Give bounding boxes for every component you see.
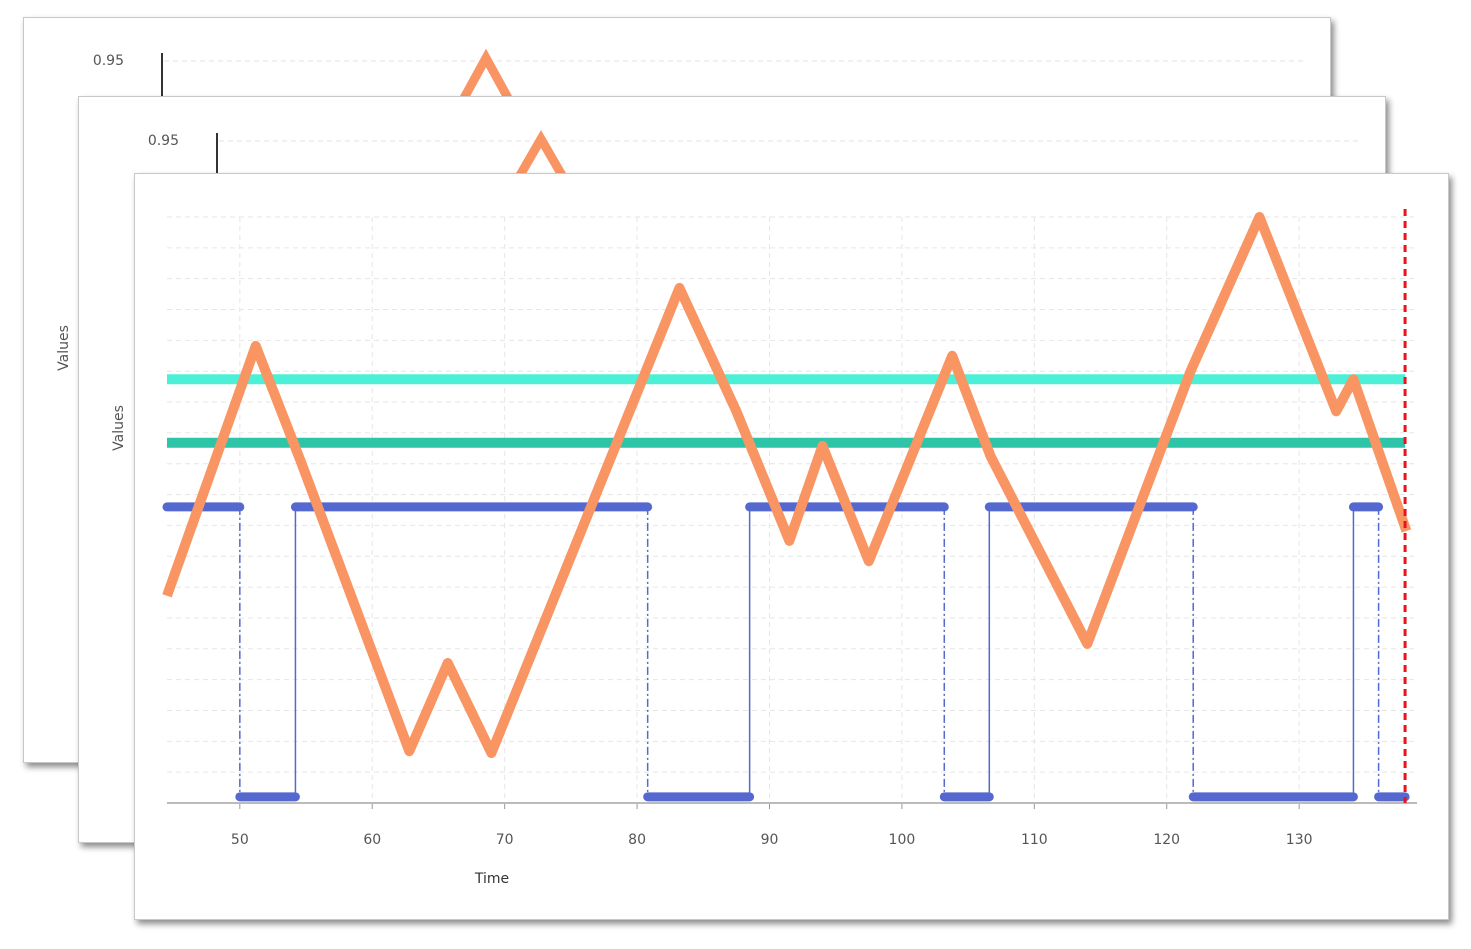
back-chart: 0.95 Values bbox=[56, 48, 1304, 371]
x-tick-label: 50 bbox=[231, 832, 249, 848]
line-fragment bbox=[460, 48, 512, 101]
x-tick-label: 60 bbox=[363, 832, 381, 848]
y-tick-label: 0.95 bbox=[93, 53, 124, 69]
x-tick-label: 70 bbox=[496, 832, 514, 848]
x-tick-label: 120 bbox=[1153, 832, 1180, 848]
y-axis-label: Values bbox=[56, 325, 72, 371]
x-tick-label: 80 bbox=[628, 832, 646, 848]
line-fragment bbox=[515, 130, 567, 180]
x-tick-label: 100 bbox=[889, 832, 916, 848]
x-tick-label: 110 bbox=[1021, 832, 1048, 848]
x-tick-label: 130 bbox=[1286, 832, 1313, 848]
x-tick-label: 90 bbox=[761, 832, 779, 848]
y-tick-label: 0.95 bbox=[148, 133, 179, 149]
line-series bbox=[162, 212, 1412, 759]
y-axis-label: Values bbox=[111, 405, 127, 451]
x-axis-label: Time bbox=[474, 871, 509, 887]
back-chart: 0.95 Values bbox=[111, 130, 1359, 451]
front-card: Time 50 60 70 80 90 100 110 120 130 bbox=[134, 173, 1449, 920]
chart: Time 50 60 70 80 90 100 110 120 130 bbox=[162, 209, 1417, 887]
